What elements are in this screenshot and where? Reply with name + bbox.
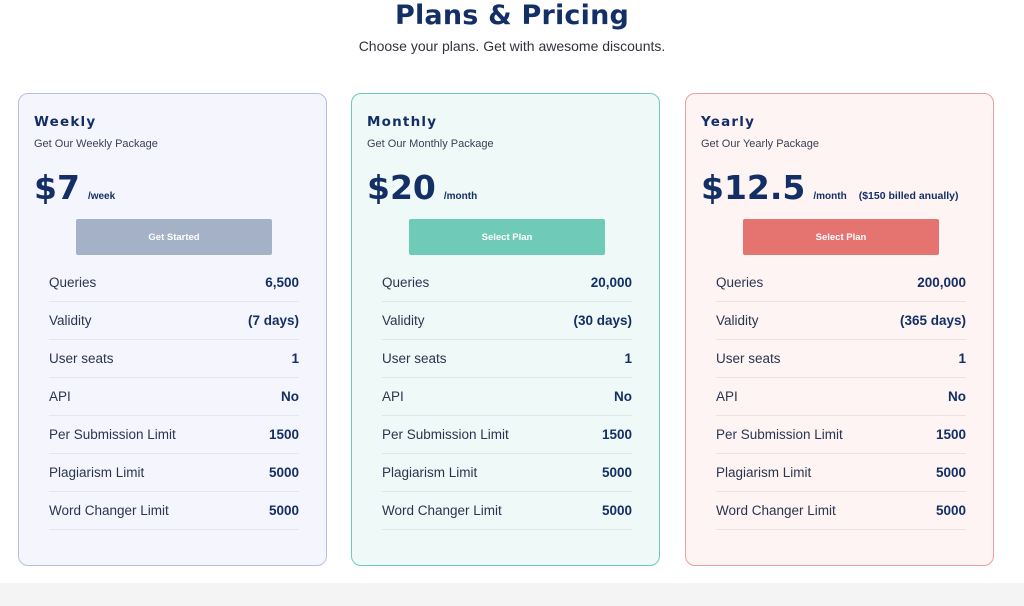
page-subtitle: Choose your plans. Get with awesome disc… — [358, 38, 666, 54]
feature-label: Plagiarism Limit — [382, 465, 478, 480]
feature-row: User seats 1 — [382, 340, 632, 378]
page-title: Plans & Pricing — [394, 0, 630, 31]
price-row: $12.5 /month ($150 billed anually) — [701, 168, 959, 208]
feature-label: Plagiarism Limit — [49, 465, 145, 480]
feature-row: Validity (30 days) — [382, 302, 632, 340]
feature-row: Queries 200,000 — [716, 264, 966, 302]
feature-value: 1500 — [268, 427, 299, 442]
feature-value: 5000 — [935, 465, 966, 480]
feature-label: Queries — [382, 275, 430, 290]
feature-value: 5000 — [935, 503, 966, 518]
feature-label: Validity — [716, 313, 759, 328]
feature-label: Word Changer Limit — [382, 503, 502, 518]
feature-label: Validity — [49, 313, 92, 328]
feature-value: 5000 — [601, 465, 632, 480]
feature-value: 1500 — [601, 427, 632, 442]
plan-period: /month — [813, 191, 847, 202]
feature-row: Plagiarism Limit 5000 — [716, 454, 966, 492]
plan-card-weekly: Weekly Get Our Weekly Package $7 /week G… — [18, 93, 327, 566]
footer-band — [0, 583, 1024, 606]
feature-label: Per Submission Limit — [49, 427, 176, 442]
feature-label: User seats — [49, 351, 114, 366]
price-row: $7 /week — [34, 168, 115, 208]
feature-label: Word Changer Limit — [716, 503, 836, 518]
feature-row: Plagiarism Limit 5000 — [382, 454, 632, 492]
feature-label: Queries — [49, 275, 97, 290]
plan-name: Weekly — [34, 114, 97, 130]
feature-value: 5000 — [268, 465, 299, 480]
feature-list: Queries 6,500 Validity (7 days) User seats… — [49, 264, 299, 530]
plan-description: Get Our Weekly Package — [34, 138, 158, 150]
plan-card-yearly: Yearly Get Our Yearly Package $12.5 /mon… — [685, 93, 994, 566]
feature-value: No — [614, 389, 632, 404]
feature-value: 20,000 — [590, 275, 632, 290]
feature-value: (30 days) — [573, 313, 632, 328]
plan-card-monthly: Monthly Get Our Monthly Package $20 /mon… — [351, 93, 660, 566]
feature-row: Per Submission Limit 1500 — [382, 416, 632, 454]
feature-value: No — [281, 389, 299, 404]
feature-row: API No — [49, 378, 299, 416]
feature-label: Validity — [382, 313, 425, 328]
feature-row: Word Changer Limit 5000 — [716, 492, 966, 530]
feature-value: 1 — [291, 351, 299, 366]
feature-row: Plagiarism Limit 5000 — [49, 454, 299, 492]
feature-row: Per Submission Limit 1500 — [716, 416, 966, 454]
feature-value: 5000 — [601, 503, 632, 518]
billing-note: ($150 billed anually) — [858, 190, 959, 202]
plan-name: Monthly — [367, 114, 438, 130]
feature-row: API No — [382, 378, 632, 416]
feature-label: Word Changer Limit — [49, 503, 169, 518]
feature-label: Plagiarism Limit — [716, 465, 812, 480]
feature-label: API — [49, 389, 71, 404]
feature-row: Word Changer Limit 5000 — [382, 492, 632, 530]
feature-value: 200,000 — [917, 275, 966, 290]
feature-label: Per Submission Limit — [716, 427, 843, 442]
feature-label: API — [382, 389, 404, 404]
feature-row: Word Changer Limit 5000 — [49, 492, 299, 530]
feature-row: User seats 1 — [49, 340, 299, 378]
plan-price: $12.5 — [701, 168, 806, 207]
feature-row: Per Submission Limit 1500 — [49, 416, 299, 454]
feature-row: Queries 6,500 — [49, 264, 299, 302]
feature-value: (365 days) — [899, 313, 966, 328]
select-plan-button[interactable]: Select Plan — [409, 219, 605, 255]
plan-description: Get Our Yearly Package — [701, 138, 820, 150]
feature-value: No — [948, 389, 966, 404]
plan-period: /month — [443, 191, 478, 202]
feature-label: User seats — [382, 351, 447, 366]
plan-price: $7 — [34, 168, 80, 207]
plan-period: /week — [87, 191, 116, 202]
feature-row: API No — [716, 378, 966, 416]
pricing-header: Plans & Pricing Choose your plans. Get w… — [0, 0, 1024, 55]
plan-name: Yearly — [701, 114, 756, 130]
feature-label: Per Submission Limit — [382, 427, 509, 442]
feature-row: Validity (365 days) — [716, 302, 966, 340]
feature-value: (7 days) — [247, 313, 299, 328]
feature-value: 1 — [624, 351, 632, 366]
feature-row: Queries 20,000 — [382, 264, 632, 302]
feature-row: User seats 1 — [716, 340, 966, 378]
get-started-button[interactable]: Get Started — [76, 219, 272, 255]
select-plan-button[interactable]: Select Plan — [743, 219, 939, 255]
feature-label: API — [716, 389, 738, 404]
feature-value: 1 — [958, 351, 966, 366]
feature-value: 1500 — [935, 427, 966, 442]
feature-list: Queries 20,000 Validity (30 days) User sea… — [382, 264, 632, 530]
price-row: $20 /month — [367, 168, 477, 208]
feature-value: 6,500 — [265, 275, 299, 290]
plan-price: $20 — [367, 168, 436, 207]
feature-label: User seats — [716, 351, 781, 366]
feature-value: 5000 — [268, 503, 299, 518]
feature-list: Queries 200,000 Validity (365 days) User s… — [716, 264, 966, 530]
plan-description: Get Our Monthly Package — [367, 138, 494, 150]
feature-row: Validity (7 days) — [49, 302, 299, 340]
feature-label: Queries — [716, 275, 764, 290]
